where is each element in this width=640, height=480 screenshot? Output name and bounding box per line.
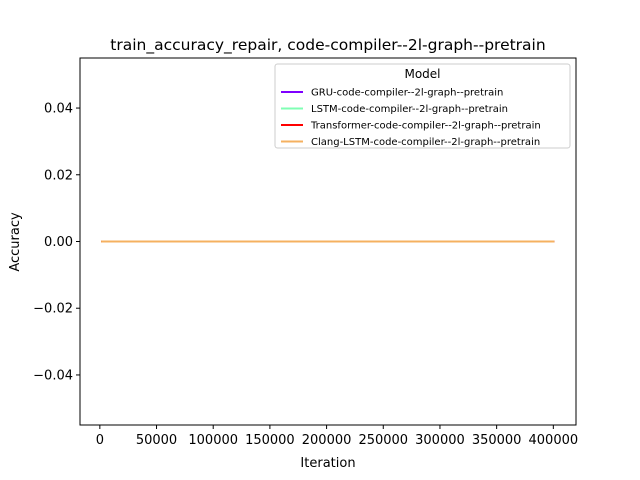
- legend-entry-3: Clang-LSTM-code-compiler--2l-graph--pret…: [311, 137, 540, 148]
- y-tick-label: 0.00: [44, 235, 73, 250]
- legend-title: Model: [404, 67, 440, 81]
- x-axis-label: Iteration: [300, 456, 355, 471]
- x-tick-label: 400000: [529, 433, 579, 448]
- chart-title: train_accuracy_repair, code-compiler--2l…: [110, 36, 545, 55]
- y-axis-label: Accuracy: [8, 212, 23, 272]
- x-tick-label: 50000: [136, 433, 177, 448]
- x-tick-label: 250000: [358, 433, 408, 448]
- y-tick-label: −0.04: [33, 368, 73, 383]
- x-tick-label: 350000: [472, 433, 522, 448]
- y-tick-label: 0.04: [44, 102, 73, 117]
- y-tick-label: −0.02: [33, 302, 73, 317]
- y-tick-label: 0.02: [44, 168, 73, 183]
- legend-entry-2: Transformer-code-compiler--2l-graph--pre…: [310, 121, 541, 132]
- legend-box: [274, 63, 571, 149]
- legend: Model GRU-code-compiler--2l-graph--pretra…: [274, 63, 571, 149]
- x-tick-label: 100000: [188, 433, 238, 448]
- x-tick-label: 200000: [302, 433, 352, 448]
- x-tick-label: 0: [96, 433, 104, 448]
- legend-entry-0: GRU-code-compiler--2l-graph--pretrain: [311, 88, 503, 99]
- x-tick-label: 150000: [245, 433, 295, 448]
- plot-area: 0 50000 100000 150000 200000 250000 300000 3500…: [33, 57, 579, 448]
- legend-entry-1: LSTM-code-compiler--2l-graph--pretrain: [311, 104, 508, 115]
- x-tick-label: 300000: [415, 433, 465, 448]
